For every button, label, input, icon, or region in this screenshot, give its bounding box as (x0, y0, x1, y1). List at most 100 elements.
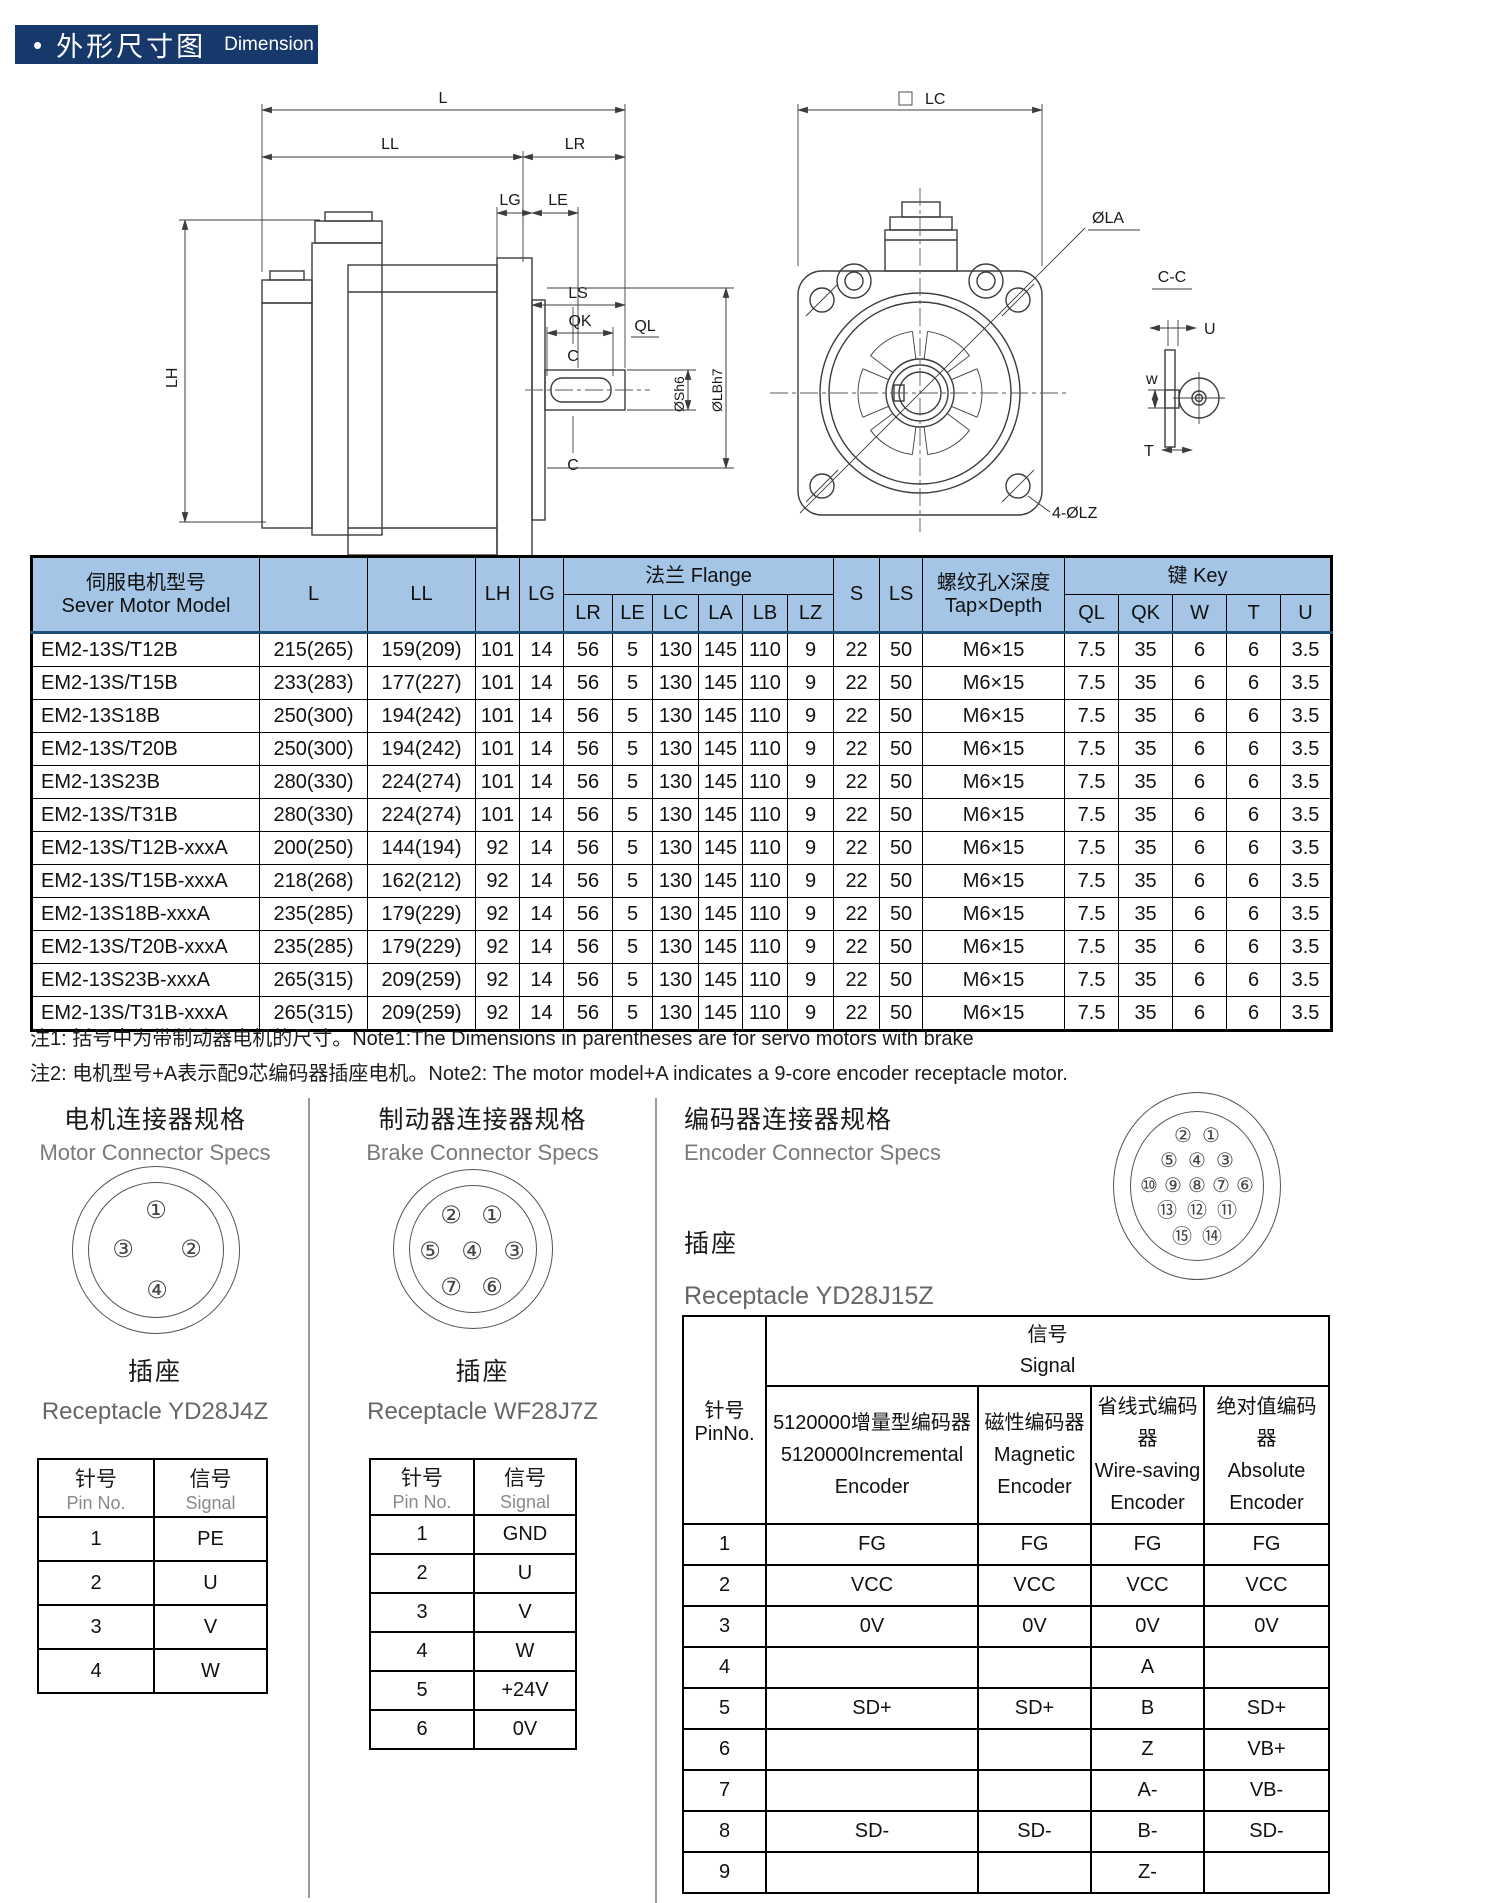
encoder-connector-diagram (1113, 1092, 1281, 1280)
dim-label-LC: LC (925, 91, 945, 108)
dim-label-LA: ØLA (1092, 210, 1124, 227)
col-header-LB: LB (742, 594, 788, 633)
col-header-flange: 法兰 Flange (562, 556, 835, 595)
brake-pin-2: ② (440, 1202, 462, 1229)
col-header-tap: 螺纹孔X深度 Tap×Depth (922, 556, 1066, 633)
col-header-LG: LG (519, 556, 564, 633)
encoder-pin-7: ⑦ (1212, 1175, 1230, 1197)
dim-table-row: EM2-13S/T20B 250(300) 194(242) 101 14 56 5 … (31, 732, 1332, 766)
col-header-T: T (1226, 594, 1282, 633)
col-header-model: 伺服电机型号 Sever Motor Model (31, 556, 260, 633)
encoder-signal-row: 2 VCC VCC VCC VCC (682, 1564, 1330, 1607)
col-header-LH: LH (475, 556, 520, 633)
encoder-pin-3: ③ (1216, 1150, 1234, 1172)
brake-pin-row: 3 V (369, 1592, 577, 1633)
encoder-pin-12: ⑫ (1187, 1200, 1207, 1222)
model-cell: EM2-13S/T31B-xxxA (31, 996, 260, 1031)
col-header-LE: LE (612, 594, 653, 633)
dim-table-row: EM2-13S/T15B 233(283) 177(227) 101 14 56 5 … (31, 666, 1332, 700)
side-view: L LL LR LG LE LH (164, 90, 734, 555)
bullet-icon: • (33, 29, 43, 60)
col-header-LR: LR (563, 594, 613, 633)
section-mark-c-bottom: C (567, 457, 579, 474)
encoder-type-wire-saving: 省线式编码器 Wire-saving Encoder (1090, 1385, 1205, 1525)
encoder-signal-row: 3 0V 0V 0V 0V (682, 1605, 1330, 1648)
col-header-QK: QK (1118, 594, 1174, 633)
section-mark-c-top: C (567, 348, 579, 365)
model-cell: EM2-13S/T20B (31, 732, 260, 766)
dim-label-U: U (1204, 321, 1216, 338)
note-2: 注2: 电机型号+A表示配9芯编码器插座电机。Note2: The motor … (30, 1063, 1068, 1085)
dim-label-LL: LL (381, 136, 399, 153)
divider (655, 1098, 657, 1903)
encoder-pin-5: ⑤ (1160, 1150, 1178, 1172)
motor-pin-row: 2 U (37, 1560, 268, 1606)
col-header-LS: LS (879, 556, 924, 633)
model-cell: EM2-13S/T31B (31, 798, 260, 832)
model-cell: EM2-13S23B-xxxA (31, 963, 260, 997)
dim-table-row: EM2-13S/T15B-xxxA 218(268) 162(212) 92 14 … (31, 864, 1332, 898)
motor-pin-row: 3 V (37, 1604, 268, 1650)
motor-socket-label: 插座 (127, 1358, 182, 1386)
brake-pin-4: ④ (461, 1238, 483, 1265)
model-cell: EM2-13S18B-xxxA (31, 897, 260, 931)
dim-label-L: L (439, 90, 448, 107)
dim-table-row: EM2-13S23B 280(330) 224(274) 101 14 56 5 13… (31, 765, 1332, 799)
encoder-signal-row: 8 SD- SD- B- SD- (682, 1810, 1330, 1853)
dim-table-row: EM2-13S18B 250(300) 194(242) 101 14 56 5 13… (31, 699, 1332, 733)
brake-pin-col-header: 针号 Pin No. (369, 1458, 475, 1516)
motor-pin-table: 针号 Pin No. 信号 Signal 1 PE 2 U 3 V (37, 1458, 268, 1694)
dim-table-row: EM2-13S/T12B-xxxA 200(250) 144(194) 92 14 … (31, 831, 1332, 865)
motor-pin-2: ② (180, 1236, 202, 1263)
brake-pin-row: 4 W (369, 1631, 577, 1672)
front-view: LC (770, 91, 1140, 532)
encoder-pin-col-header: 针号 PinNo. (682, 1315, 767, 1525)
encoder-pin-11: ⑪ (1217, 1200, 1237, 1222)
encoder-pin-2: ② (1174, 1125, 1192, 1147)
motor-pin-row: 1 PE (37, 1516, 268, 1562)
col-header-S: S (833, 556, 881, 633)
col-header-L: L (259, 556, 368, 633)
motor-connector-inner-ring (88, 1182, 224, 1318)
encoder-pin-8: ⑧ (1188, 1175, 1206, 1197)
dim-label-LZ: 4-ØLZ (1052, 505, 1098, 522)
motor-receptacle-label: Receptacle YD28J4Z (41, 1398, 269, 1425)
divider (308, 1098, 310, 1898)
motor-pin-1: ① (145, 1197, 167, 1224)
col-header-W: W (1172, 594, 1228, 633)
dim-label-QL: QL (634, 318, 655, 335)
model-cell: EM2-13S/T15B (31, 666, 260, 700)
dim-table-row: EM2-13S18B-xxxA 235(285) 179(229) 92 14 56… (31, 897, 1332, 931)
dim-label-W: w (1145, 371, 1158, 388)
encoder-signal-row: 1 FG FG FG FG (682, 1523, 1330, 1566)
encoder-connector-title-zh: 编码器连接器规格 (684, 1106, 893, 1134)
encoder-signal-row: 6 Z VB+ (682, 1728, 1330, 1771)
section-title-bar: • 外形尺寸图 Dimension (15, 25, 318, 64)
dim-label-QK: QK (568, 313, 591, 330)
model-cell: EM2-13S18B (31, 699, 260, 733)
motor-pin-row: 4 W (37, 1648, 268, 1694)
dim-table-row: EM2-13S23B-xxxA 265(315) 209(259) 92 14 56… (31, 963, 1332, 997)
encoder-socket-label: 插座 (684, 1230, 739, 1258)
col-header-LL: LL (367, 556, 476, 633)
dimension-table: 伺服电机型号 Sever Motor Model L LL LH LG 法兰 Fl… (30, 555, 1333, 1032)
encoder-pin-13: ⑬ (1157, 1200, 1177, 1222)
brake-pin-row: 1 GND (369, 1514, 577, 1555)
encoder-signal-row: 4 A (682, 1646, 1330, 1689)
dim-label-LR: LR (565, 136, 585, 153)
model-cell: EM2-13S/T12B-xxxA (31, 831, 260, 865)
brake-receptacle-label: Receptacle WF28J7Z (367, 1398, 598, 1425)
encoder-pin-9: ⑨ (1164, 1175, 1182, 1197)
brake-pin-row: 5 +24V (369, 1670, 577, 1711)
dim-label-T: T (1144, 443, 1154, 460)
brake-pin-row: 6 0V (369, 1709, 577, 1750)
col-header-LC: LC (652, 594, 699, 633)
brake-connector-title-en: Brake Connector Specs (366, 1140, 599, 1165)
dim-label-shaft-dia: ØSh6 (671, 376, 687, 412)
encoder-signal-header: 信号 Signal (765, 1315, 1330, 1387)
model-cell: EM2-13S/T12B (31, 632, 260, 667)
brake-pin-row: 2 U (369, 1553, 577, 1594)
motor-pin-3: ③ (112, 1236, 134, 1263)
brake-connector-title-zh: 制动器连接器规格 (378, 1106, 587, 1134)
brake-pin-table: 针号 Pin No. 信号 Signal 1 GND 2 U 3 V (369, 1458, 577, 1750)
